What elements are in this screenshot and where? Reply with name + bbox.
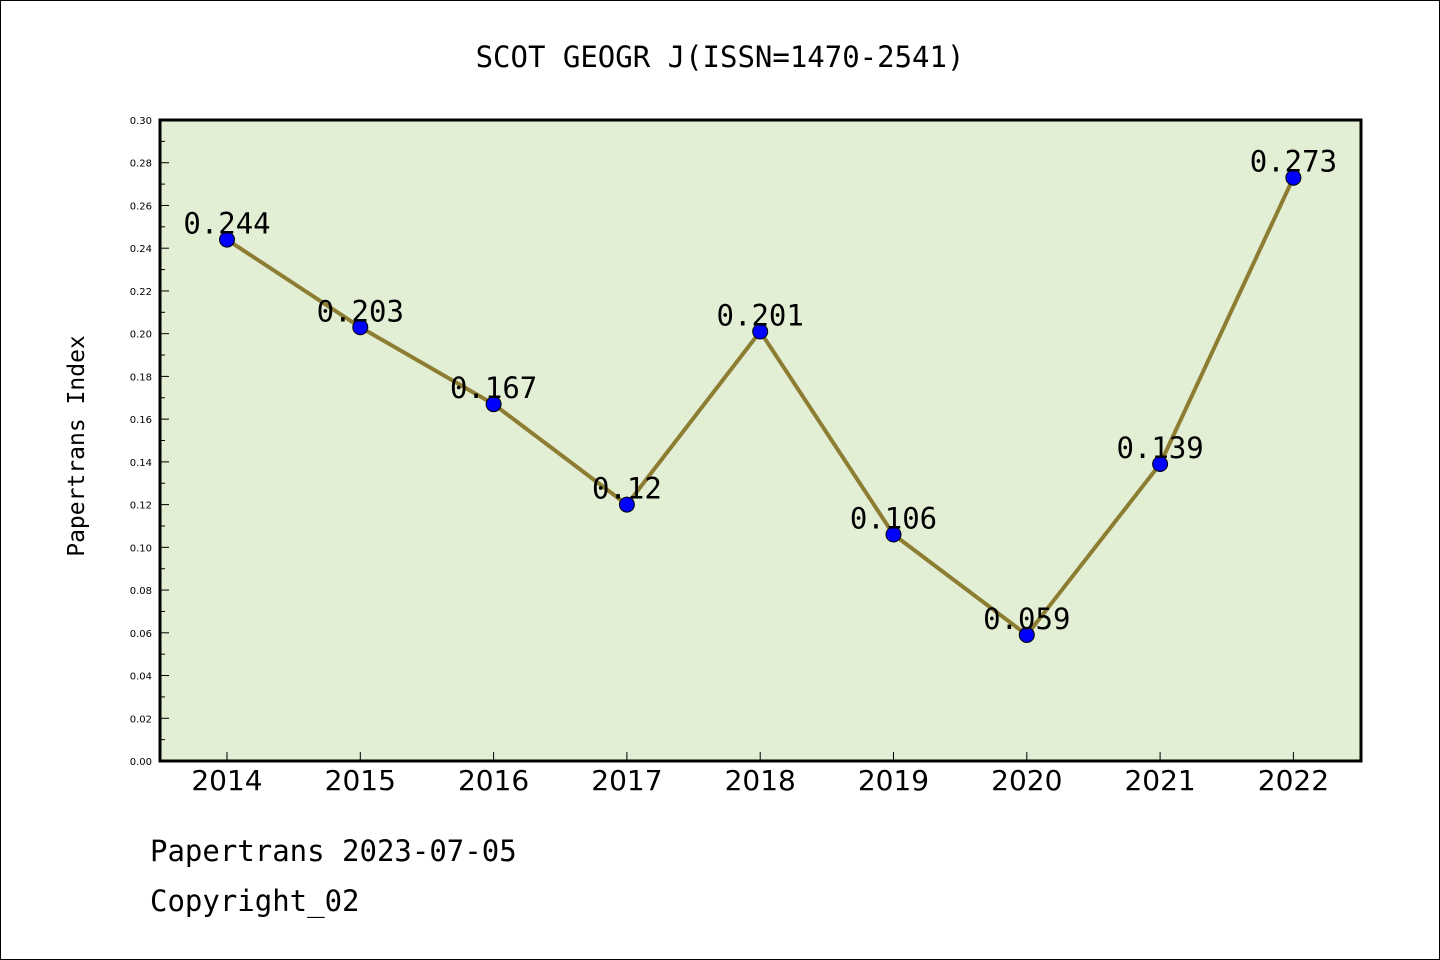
y-tick-label: 0.04 — [130, 672, 152, 683]
y-tick-label: 0.10 — [130, 543, 152, 554]
y-tick-label: 0.20 — [130, 330, 152, 341]
y-tick-label: 0.06 — [130, 629, 152, 640]
y-tick-label: 0.02 — [130, 714, 152, 725]
x-tick-label: 2020 — [991, 764, 1062, 797]
y-axis: 0.00 0.02 0.04 0.06 0.08 0.10 0.12 0.14 0.16 0.18… — [130, 116, 169, 768]
y-tick-label: 0.26 — [130, 201, 152, 212]
data-point — [1285, 169, 1302, 186]
x-tick-label: 2015 — [325, 764, 396, 797]
x-tick-label: 2018 — [725, 764, 796, 797]
y-tick-label: 0.18 — [130, 372, 152, 383]
data-point — [885, 526, 902, 543]
series-line-group: 0.244 0.203 0.167 0.12 0.201 0.106 0.059 0.139 0… — [183, 145, 1337, 643]
data-label: 0.139 — [1116, 431, 1203, 465]
x-tick-label: 2019 — [858, 764, 929, 797]
x-tick-label: 2014 — [191, 764, 262, 797]
y-tick-label: 0.12 — [130, 501, 152, 512]
y-tick-label: 0.14 — [130, 458, 152, 469]
y-tick-label: 0.28 — [130, 159, 152, 170]
data-point — [1152, 456, 1169, 473]
y-tick-label: 0.30 — [130, 116, 152, 127]
data-point — [485, 396, 502, 413]
data-point — [1018, 626, 1035, 643]
x-axis: 2014 2015 2016 2017 2018 2019 2020 2021 2022 — [191, 752, 1329, 797]
y-tick-label: 0.00 — [130, 757, 152, 768]
footer-copyright: Copyright_02 — [150, 884, 360, 918]
data-label: 0.201 — [717, 299, 804, 333]
data-label: 0.273 — [1250, 145, 1337, 179]
data-label: 0.059 — [983, 602, 1070, 636]
data-point — [618, 496, 635, 513]
data-point — [752, 323, 769, 340]
y-tick-label: 0.22 — [130, 287, 152, 298]
y-tick-label: 0.16 — [130, 415, 152, 426]
x-tick-label: 2021 — [1124, 764, 1195, 797]
x-tick-label: 2022 — [1258, 764, 1329, 797]
y-tick-label: 0.24 — [130, 244, 152, 255]
data-label: 0.106 — [850, 502, 937, 536]
data-label: 0.167 — [450, 371, 537, 405]
y-tick-label: 0.08 — [130, 586, 152, 597]
data-point — [352, 319, 369, 336]
data-point — [219, 231, 235, 248]
data-label: 0.12 — [592, 472, 662, 506]
footer-date: Papertrans 2023-07-05 — [150, 834, 517, 868]
data-label: 0.244 — [183, 207, 270, 241]
plot-area — [158, 118, 1363, 763]
chart-title: SCOT GEOGR J(ISSN=1470-2541) — [476, 40, 965, 74]
x-tick-label: 2017 — [591, 764, 662, 797]
x-tick-label: 2016 — [458, 764, 529, 797]
y-axis-label: Papertrans Index — [64, 335, 90, 557]
data-label: 0.203 — [317, 294, 404, 328]
